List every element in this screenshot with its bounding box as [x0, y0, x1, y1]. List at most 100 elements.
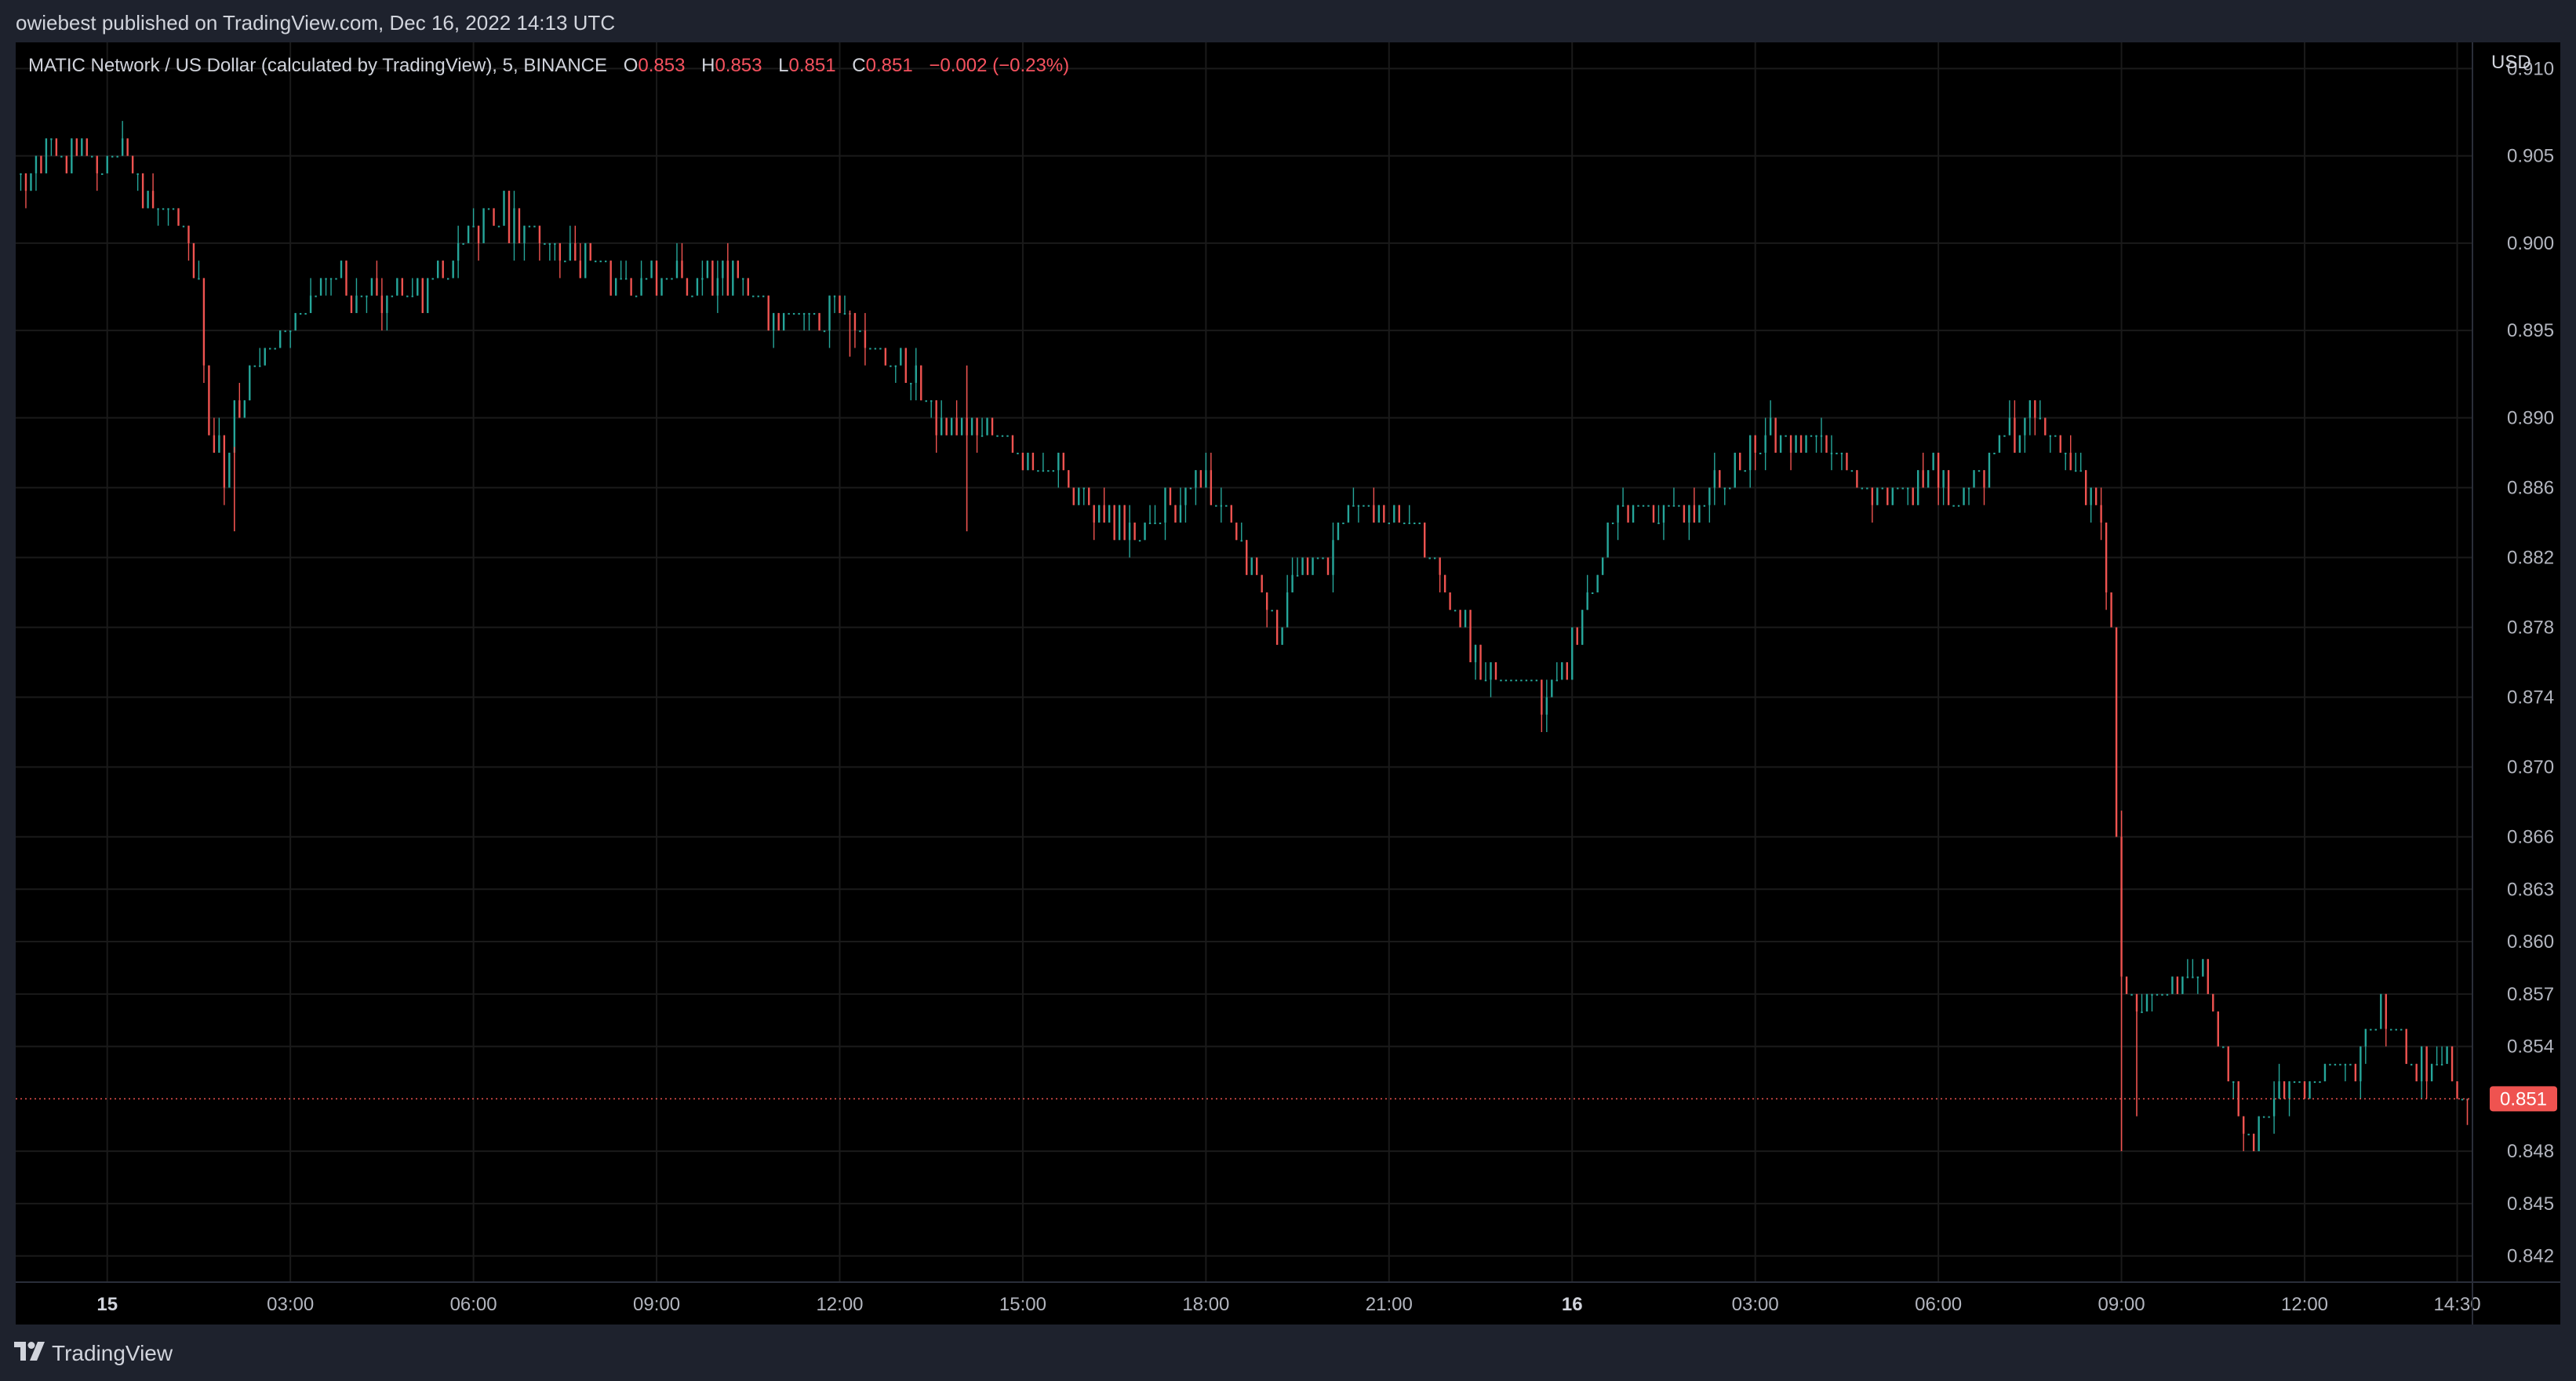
candle-body [2410, 1063, 2413, 1066]
candle-body [309, 295, 312, 313]
candle-body [269, 348, 271, 350]
candle-body [1301, 557, 1304, 575]
grid [16, 42, 2472, 1282]
candle-body [1230, 505, 1232, 523]
candle-body [2283, 1081, 2286, 1099]
candle-body [1734, 452, 1736, 488]
candle-body [1195, 470, 1197, 488]
candle-body [1388, 522, 1391, 524]
candle-body [2227, 1046, 2229, 1082]
candle-body [493, 208, 495, 226]
candle-body [823, 330, 826, 333]
candle-body [1977, 470, 1981, 472]
y-tick-label: 0.870 [2507, 757, 2554, 778]
candle-body [1042, 470, 1045, 472]
candle-body [1632, 505, 1635, 523]
candle-body [2380, 993, 2382, 1029]
candle-body [1337, 522, 1340, 541]
candle-body [406, 295, 409, 297]
candle-body [1769, 417, 1772, 435]
candle-body [1836, 452, 1838, 454]
candle-body [1423, 522, 1426, 558]
candle-body [1927, 470, 1930, 488]
candle-body [828, 295, 831, 331]
candle-body [2161, 993, 2163, 996]
candle-body [2319, 1081, 2321, 1084]
candle-body [2156, 993, 2159, 996]
x-tick-label: 09:00 [633, 1294, 680, 1315]
candle-body [2374, 1029, 2377, 1031]
candlestick-chart[interactable]: 0.910 0.905 0.900 0.895 0.890 0.886 0.882 0.878… [16, 42, 2560, 1325]
candle-body [1901, 487, 1904, 490]
candle-body [111, 155, 114, 158]
candle-body [1088, 487, 1090, 505]
candle-body [35, 155, 38, 173]
candle-body [182, 225, 185, 228]
candle-body [788, 312, 790, 315]
candle-body [1739, 452, 1741, 471]
candle-body [1897, 487, 1899, 490]
candle-body [1561, 662, 1563, 680]
candle-body [421, 278, 424, 313]
candle-body [1459, 610, 1461, 628]
symbol-legend: MATIC Network / US Dollar (calculated by… [28, 55, 1069, 77]
candle-body [329, 278, 333, 280]
candle-body [482, 208, 485, 243]
candle-body [1494, 662, 1497, 680]
low-value: 0.851 [788, 55, 836, 76]
candle-body [1199, 470, 1202, 488]
candle-body [376, 278, 378, 296]
candle-body [2430, 1063, 2433, 1082]
y-tick-label: 0.886 [2507, 477, 2554, 498]
candle-body [762, 295, 765, 297]
candle-body [1662, 505, 1665, 523]
candle-body [935, 400, 937, 435]
candle-body [1138, 540, 1141, 542]
candle-body [548, 242, 551, 245]
y-tick-label: 0.890 [2507, 407, 2554, 428]
close-value: 0.851 [865, 55, 913, 76]
candle-body [701, 278, 704, 280]
candle-body [1133, 522, 1136, 541]
candle-body [1408, 522, 1410, 524]
candle-body [1963, 487, 1965, 505]
candle-body [609, 261, 612, 296]
candle-body [2232, 1081, 2235, 1084]
candle-body [2024, 417, 2026, 435]
candle-body [2181, 976, 2184, 994]
candle-body [1250, 557, 1253, 575]
candle-body [2075, 470, 2077, 472]
chart-area[interactable]: 0.910 0.905 0.900 0.895 0.890 0.886 0.882 0.878… [16, 42, 2560, 1325]
candle-body [213, 435, 216, 453]
axes: 0.910 0.905 0.900 0.895 0.890 0.886 0.882 0.878… [16, 42, 2560, 1325]
candle-body [1698, 505, 1701, 523]
candle-body [981, 435, 984, 437]
candle-body [284, 330, 286, 333]
candle-body [1093, 505, 1095, 523]
candle-body [477, 225, 480, 243]
candle-body [991, 417, 994, 435]
candle-body [1286, 592, 1289, 628]
tradingview-logo-icon[interactable] [14, 1342, 45, 1361]
candle-body [198, 278, 200, 280]
candle-body [1581, 610, 1584, 645]
candle-body [2105, 522, 2108, 592]
candle-body [818, 312, 820, 331]
candle-body [1601, 557, 1604, 575]
candle-body [40, 155, 42, 173]
candle-body [869, 348, 871, 350]
candle-body [1830, 452, 1833, 454]
candle-body [1825, 435, 1828, 453]
candle-body [1723, 487, 1726, 490]
candle-body [711, 261, 714, 296]
y-tick-label: 0.842 [2507, 1246, 2554, 1267]
candle-body [208, 365, 210, 435]
candle-body [411, 295, 413, 297]
candle-body [1097, 505, 1101, 523]
candle-body [2034, 400, 2036, 418]
candle-body [1169, 487, 1172, 505]
candle-body [747, 278, 749, 296]
header-bar: owiebest published on TradingView.com, D… [0, 0, 2576, 42]
tradingview-brand[interactable]: TradingView [52, 1341, 173, 1365]
candle-body [554, 242, 556, 245]
